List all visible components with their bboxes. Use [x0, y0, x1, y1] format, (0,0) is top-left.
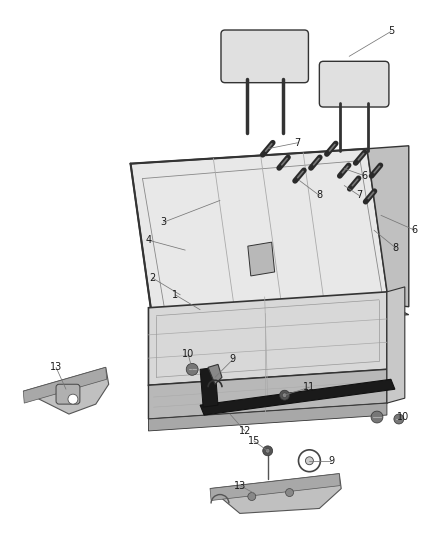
Text: 5: 5 [388, 27, 394, 36]
Text: 8: 8 [316, 190, 322, 200]
Polygon shape [200, 379, 395, 415]
Circle shape [298, 450, 320, 472]
Text: 1: 1 [172, 290, 178, 300]
Circle shape [248, 492, 256, 500]
FancyBboxPatch shape [319, 61, 389, 107]
Polygon shape [23, 367, 107, 403]
Text: 13: 13 [50, 362, 62, 373]
Text: 13: 13 [234, 481, 246, 490]
Polygon shape [248, 242, 275, 276]
Text: 10: 10 [397, 412, 409, 422]
Polygon shape [200, 367, 218, 407]
Text: 3: 3 [160, 217, 166, 227]
Text: 2: 2 [149, 273, 155, 283]
Text: 15: 15 [247, 436, 260, 446]
Text: 12: 12 [239, 426, 251, 436]
Text: 6: 6 [361, 171, 367, 181]
Circle shape [265, 449, 270, 453]
Text: 7: 7 [294, 138, 300, 148]
Polygon shape [131, 149, 389, 320]
Circle shape [286, 489, 293, 497]
Text: 10: 10 [182, 350, 194, 359]
Polygon shape [367, 146, 409, 307]
FancyBboxPatch shape [221, 30, 308, 83]
Text: 9: 9 [328, 456, 334, 466]
Polygon shape [152, 305, 409, 329]
FancyBboxPatch shape [56, 384, 80, 404]
Circle shape [305, 457, 314, 465]
Polygon shape [210, 474, 341, 513]
Circle shape [394, 414, 404, 424]
Circle shape [263, 446, 273, 456]
Text: 11: 11 [303, 382, 315, 392]
Circle shape [279, 390, 290, 400]
Text: 8: 8 [393, 243, 399, 253]
Circle shape [283, 393, 287, 398]
Polygon shape [148, 403, 387, 431]
Text: 9: 9 [230, 354, 236, 365]
Polygon shape [148, 292, 387, 385]
Circle shape [68, 394, 78, 404]
Polygon shape [387, 287, 405, 403]
Polygon shape [208, 365, 222, 384]
Text: 7: 7 [356, 190, 362, 200]
Circle shape [186, 364, 198, 375]
Text: 6: 6 [412, 225, 418, 235]
Polygon shape [148, 369, 387, 419]
Polygon shape [210, 474, 340, 500]
Circle shape [371, 411, 383, 423]
Text: 4: 4 [145, 235, 152, 245]
Polygon shape [23, 367, 109, 414]
